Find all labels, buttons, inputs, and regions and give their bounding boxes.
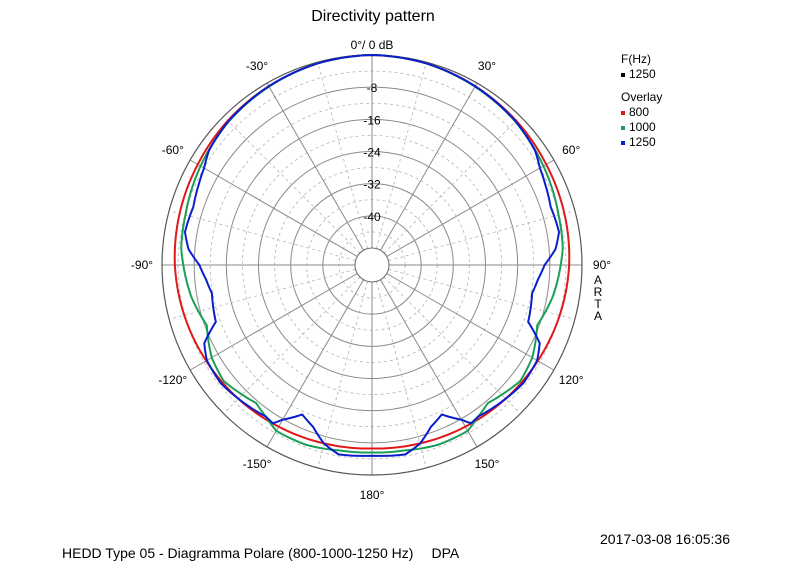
legend-swatch-1000	[621, 125, 625, 130]
angle-tick-label: 180°	[360, 488, 385, 502]
top-label: 0°/ 0 dB	[351, 38, 394, 52]
grid-spoke-minor	[383, 276, 521, 414]
footer-caption-line: HEDD Type 05 - Diagramma Polare (800-100…	[62, 545, 459, 561]
grid-spoke-minor	[388, 210, 575, 261]
chart-title: Directivity pattern	[311, 8, 435, 25]
side-label-letter: R	[593, 285, 603, 299]
grid-spoke-minor	[223, 276, 361, 414]
legend-label-1250: 1250	[629, 135, 656, 149]
center-circle	[354, 247, 390, 283]
grid-spoke-minor	[317, 62, 368, 249]
legend-label-1000: 1000	[629, 120, 656, 134]
legend-item-800: 800	[621, 105, 662, 120]
grid-spoke-minor	[376, 62, 427, 249]
side-label-letter: A	[593, 309, 602, 323]
timestamp: 2017-03-08 16:05:36	[600, 531, 730, 547]
radial-tick-label: -40	[363, 210, 381, 224]
grid-spoke-major	[380, 279, 478, 448]
radial-tick-label: -32	[363, 178, 381, 192]
radial-tick-label: -24	[363, 146, 381, 160]
grid-spoke-minor	[388, 269, 575, 320]
angle-tick-label: 60°	[562, 143, 580, 157]
legend-item-1000: 1000	[621, 120, 662, 135]
angle-tick-label: 90°	[593, 258, 611, 272]
angle-tick-label: 30°	[478, 59, 496, 73]
legend-freq-row: 1250	[621, 67, 662, 82]
footer-brand: DPA	[431, 545, 460, 561]
angle-tick-label: -120°	[158, 373, 187, 387]
side-label-letter: A	[593, 273, 602, 287]
legend-label-800: 800	[629, 105, 650, 119]
radial-tick-label: -8	[367, 81, 378, 95]
legend-item-1250: 1250	[621, 135, 662, 150]
grid-spoke-minor	[383, 116, 521, 254]
grid-spoke-minor	[317, 281, 368, 468]
legend-freq-value: 1250	[629, 67, 656, 81]
side-label-letter: T	[594, 297, 602, 311]
series-line-1250	[183, 54, 561, 457]
grid-spoke-minor	[169, 269, 356, 320]
legend-swatch-1250	[621, 140, 625, 145]
grid-spoke-major	[386, 273, 555, 371]
grid-spoke-major	[189, 273, 358, 371]
angle-tick-label: -30°	[246, 59, 268, 73]
angle-tick-label: -60°	[162, 143, 184, 157]
legend: F(Hz) 1250 Overlay 800 1000 1250	[621, 52, 662, 150]
grid-spoke-minor	[169, 210, 356, 261]
legend-overlay-header: Overlay	[621, 90, 663, 104]
legend-freq-header: F(Hz)	[621, 52, 651, 66]
grid-spoke-minor	[223, 116, 361, 254]
grid-spoke-major	[189, 159, 358, 257]
grid-spoke-major	[266, 82, 364, 251]
radial-tick-label: -16	[363, 113, 381, 127]
angle-tick-label: -150°	[243, 457, 272, 471]
footer-caption: HEDD Type 05 - Diagramma Polare (800-100…	[62, 545, 414, 561]
angle-tick-label: -90°	[131, 258, 153, 272]
grid-spoke-minor	[376, 281, 427, 468]
legend-swatch-800	[621, 110, 625, 115]
grid-spoke-major	[266, 279, 364, 448]
legend-freq-swatch	[621, 72, 625, 77]
grid-spoke-major	[380, 82, 478, 251]
side-label: A R T A	[593, 274, 603, 322]
angle-tick-label: 150°	[475, 457, 500, 471]
angle-tick-label: 120°	[559, 373, 584, 387]
grid-spoke-major	[386, 159, 555, 257]
